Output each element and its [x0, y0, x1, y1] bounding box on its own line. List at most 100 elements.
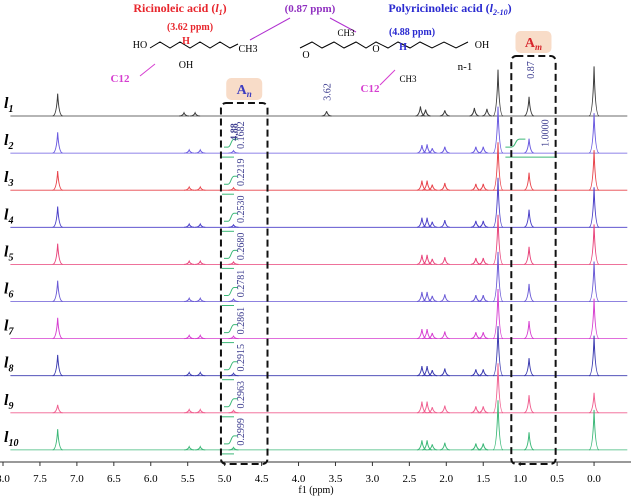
peak	[416, 254, 427, 265]
peak	[523, 320, 535, 340]
x-tick-label: 1.0	[513, 473, 527, 485]
peak	[416, 328, 427, 340]
peak	[470, 220, 481, 228]
peak	[439, 146, 450, 154]
peak	[588, 298, 600, 340]
series-sub: 1	[8, 104, 13, 115]
annotation: OH	[475, 40, 489, 51]
peak	[470, 146, 481, 154]
integral-curve	[224, 361, 238, 371]
x-tick-label: 2.0	[439, 473, 453, 485]
integral-curve	[224, 249, 238, 259]
peak	[492, 326, 504, 377]
series-name: l	[4, 95, 9, 112]
peak	[588, 261, 600, 302]
integral-value: 0.2680	[236, 233, 247, 261]
region-label: An	[237, 83, 252, 99]
annotation: CH3	[337, 28, 355, 38]
compound-sub: 2-10	[492, 8, 508, 17]
peak	[228, 372, 239, 377]
x-tick-label: 3.0	[366, 473, 380, 485]
peak	[195, 222, 206, 228]
series-name: l	[4, 281, 9, 298]
peak	[439, 257, 450, 265]
peak	[478, 369, 489, 377]
series-name: l	[4, 392, 9, 409]
peak	[588, 113, 600, 154]
peak	[439, 294, 450, 302]
series-sub: 9	[8, 401, 13, 412]
peak	[52, 354, 63, 377]
peak	[492, 288, 504, 340]
series-label: l5	[4, 243, 13, 263]
x-tick-label: 4.5	[255, 473, 269, 485]
peak	[588, 224, 600, 265]
peak	[228, 260, 239, 265]
peak	[439, 331, 450, 340]
peak	[427, 184, 438, 191]
series-name: l	[4, 206, 9, 223]
region-sub: m	[535, 42, 542, 52]
peak	[523, 358, 535, 377]
peak	[195, 333, 206, 340]
annotation: n-1	[458, 61, 473, 73]
peak	[195, 408, 206, 414]
peak	[52, 429, 63, 451]
arrow	[249, 17, 291, 41]
peak	[523, 395, 535, 414]
peak-label: 4.88	[230, 123, 241, 141]
series-label: l8	[4, 355, 13, 375]
peak	[52, 170, 63, 191]
series-name: l	[4, 355, 9, 372]
peak	[228, 186, 239, 191]
series-name: l	[4, 169, 9, 186]
peak	[492, 142, 504, 191]
peak	[52, 132, 63, 154]
series-sub: 10	[8, 438, 18, 449]
peak	[478, 406, 489, 414]
integral-value: 0.2530	[236, 196, 247, 224]
peak	[228, 409, 239, 414]
integral-value: 0.2219	[236, 158, 247, 186]
peak	[588, 187, 600, 228]
region-label-bg	[515, 31, 552, 53]
peak-label: 3.62	[323, 83, 334, 101]
integral-value: 0.2999	[236, 418, 247, 446]
peak	[492, 69, 504, 117]
peak	[439, 110, 450, 117]
series-label: l4	[4, 206, 13, 226]
peak	[228, 335, 239, 340]
peak	[184, 408, 195, 414]
integral-value: 0.2861	[236, 307, 247, 335]
peak	[228, 149, 239, 154]
peak	[427, 369, 438, 377]
peak	[523, 138, 535, 154]
peak	[416, 401, 428, 414]
x-tick-label: 8.0	[0, 473, 10, 485]
structure	[149, 41, 239, 49]
integral-curve	[224, 175, 238, 185]
region-letter: A	[237, 83, 248, 98]
region-sub: n	[247, 89, 252, 99]
peak	[492, 177, 504, 228]
region-box	[219, 102, 269, 465]
peak	[427, 444, 438, 451]
series-name: l	[4, 318, 9, 335]
series-name: l	[4, 429, 9, 446]
annotation: OH	[179, 60, 193, 71]
integral-curve	[224, 212, 238, 222]
peak	[228, 446, 239, 451]
series-sub: 6	[8, 290, 13, 301]
peak	[184, 222, 195, 228]
peak	[588, 392, 600, 414]
peak	[439, 442, 450, 451]
peak	[195, 259, 206, 265]
x-axis-label: f1 (ppm)	[298, 485, 333, 496]
x-tick-label: 6.0	[144, 473, 158, 485]
peak	[478, 146, 489, 154]
peak	[523, 172, 535, 191]
peak	[470, 443, 481, 451]
peak	[184, 185, 195, 191]
integral-value: 1.0000	[540, 119, 551, 147]
peak	[470, 406, 481, 414]
